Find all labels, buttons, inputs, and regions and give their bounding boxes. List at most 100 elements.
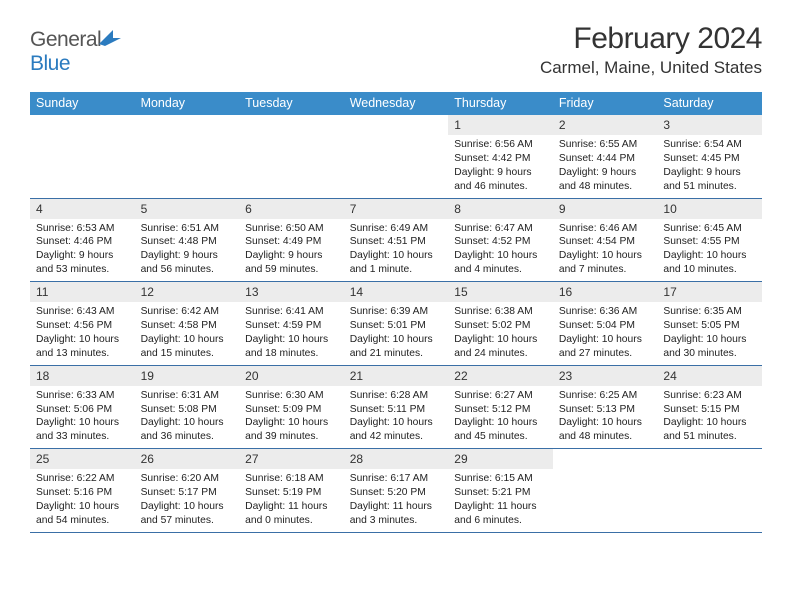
sunset-text: Sunset: 5:06 PM bbox=[36, 403, 129, 417]
sunrise-text: Sunrise: 6:42 AM bbox=[141, 305, 234, 319]
sunrise-text: Sunrise: 6:45 AM bbox=[663, 222, 756, 236]
sunset-text: Sunset: 4:54 PM bbox=[559, 235, 652, 249]
sunset-text: Sunset: 5:21 PM bbox=[454, 486, 547, 500]
day-cell: 25Sunrise: 6:22 AMSunset: 5:16 PMDayligh… bbox=[30, 449, 135, 532]
sunset-text: Sunset: 5:05 PM bbox=[663, 319, 756, 333]
daylight-text: Daylight: 10 hours and 7 minutes. bbox=[559, 249, 652, 277]
sunset-text: Sunset: 4:56 PM bbox=[36, 319, 129, 333]
day-header: Thursday bbox=[448, 92, 553, 115]
daylight-text: Daylight: 10 hours and 15 minutes. bbox=[141, 333, 234, 361]
day-details: Sunrise: 6:28 AMSunset: 5:11 PMDaylight:… bbox=[344, 386, 449, 449]
sunset-text: Sunset: 5:15 PM bbox=[663, 403, 756, 417]
title-block: February 2024 Carmel, Maine, United Stat… bbox=[540, 22, 762, 78]
day-cell: 12Sunrise: 6:42 AMSunset: 4:58 PMDayligh… bbox=[135, 282, 240, 365]
day-cell: 9Sunrise: 6:46 AMSunset: 4:54 PMDaylight… bbox=[553, 199, 658, 282]
date-number: 17 bbox=[657, 282, 762, 302]
date-number bbox=[30, 115, 135, 121]
day-details: Sunrise: 6:20 AMSunset: 5:17 PMDaylight:… bbox=[135, 469, 240, 532]
date-number: 26 bbox=[135, 449, 240, 469]
day-cell bbox=[553, 449, 658, 532]
day-details: Sunrise: 6:42 AMSunset: 4:58 PMDaylight:… bbox=[135, 302, 240, 365]
daylight-text: Daylight: 10 hours and 57 minutes. bbox=[141, 500, 234, 528]
daylight-text: Daylight: 9 hours and 56 minutes. bbox=[141, 249, 234, 277]
day-cell bbox=[30, 115, 135, 198]
date-number: 23 bbox=[553, 366, 658, 386]
weeks-container: 1Sunrise: 6:56 AMSunset: 4:42 PMDaylight… bbox=[30, 115, 762, 533]
week-row: 4Sunrise: 6:53 AMSunset: 4:46 PMDaylight… bbox=[30, 199, 762, 283]
sunset-text: Sunset: 4:46 PM bbox=[36, 235, 129, 249]
daylight-text: Daylight: 10 hours and 36 minutes. bbox=[141, 416, 234, 444]
week-row: 11 Sunrise: 6:43 AMSunset: 4:56 PM Dayligh… bbox=[30, 282, 762, 366]
sunset-text: Sunset: 4:44 PM bbox=[559, 152, 652, 166]
day-details: Sunrise: 6:25 AMSunset: 5:13 PMDaylight:… bbox=[553, 386, 658, 449]
day-cell bbox=[239, 115, 344, 198]
day-details: Sunrise: 6:49 AMSunset: 4:51 PMDaylight:… bbox=[344, 219, 449, 282]
sunset-text: Sunset: 5:11 PM bbox=[350, 403, 443, 417]
day-cell bbox=[657, 449, 762, 532]
sunrise-text: Sunrise: 6:22 AM bbox=[36, 472, 129, 486]
date-number: 19 bbox=[135, 366, 240, 386]
calendar-page: General Blue February 2024 Carmel, Maine… bbox=[0, 0, 792, 543]
daylight-text: Daylight: 9 hours and 51 minutes. bbox=[663, 166, 756, 194]
sunset-text: Sunset: 5:09 PM bbox=[245, 403, 338, 417]
daylight-text: Daylight: 9 hours and 46 minutes. bbox=[454, 166, 547, 194]
sunset-text: Sunset: 5:12 PM bbox=[454, 403, 547, 417]
date-number: 28 bbox=[344, 449, 449, 469]
day-cell: 22Sunrise: 6:27 AMSunset: 5:12 PMDayligh… bbox=[448, 366, 553, 449]
date-number: 16 bbox=[553, 282, 658, 302]
sunrise-text: Sunrise: 6:31 AM bbox=[141, 389, 234, 403]
daylight-text: Daylight: 11 hours and 0 minutes. bbox=[245, 500, 338, 528]
sunset-text: Sunset: 5:20 PM bbox=[350, 486, 443, 500]
sunrise-text: Sunrise: 6:36 AM bbox=[559, 305, 652, 319]
daylight-text: Daylight: 10 hours and 24 minutes. bbox=[454, 333, 547, 361]
day-details: Sunrise: 6:47 AMSunset: 4:52 PMDaylight:… bbox=[448, 219, 553, 282]
daylight-text: Daylight: 10 hours and 48 minutes. bbox=[559, 416, 652, 444]
daylight-text: Daylight: 9 hours and 59 minutes. bbox=[245, 249, 338, 277]
date-number bbox=[657, 449, 762, 455]
day-cell: 20Sunrise: 6:30 AMSunset: 5:09 PMDayligh… bbox=[239, 366, 344, 449]
day-details: Sunrise: 6:55 AMSunset: 4:44 PMDaylight:… bbox=[553, 135, 658, 198]
month-title: February 2024 bbox=[540, 22, 762, 56]
date-number: 5 bbox=[135, 199, 240, 219]
sunrise-text: Sunrise: 6:43 AM bbox=[36, 305, 129, 319]
sunrise-text: Sunrise: 6:33 AM bbox=[36, 389, 129, 403]
day-header: Tuesday bbox=[239, 92, 344, 115]
day-cell: 4Sunrise: 6:53 AMSunset: 4:46 PMDaylight… bbox=[30, 199, 135, 282]
sunset-text: Sunset: 4:45 PM bbox=[663, 152, 756, 166]
date-number: 25 bbox=[30, 449, 135, 469]
daylight-text: Daylight: 10 hours and 27 minutes. bbox=[559, 333, 652, 361]
day-cell bbox=[135, 115, 240, 198]
brand-logo: General Blue bbox=[30, 22, 121, 76]
sunset-text: Sunset: 4:58 PM bbox=[141, 319, 234, 333]
sunrise-text: Sunrise: 6:27 AM bbox=[454, 389, 547, 403]
sunrise-text: Sunrise: 6:51 AM bbox=[141, 222, 234, 236]
date-number: 11 bbox=[30, 282, 135, 302]
day-cell: 2Sunrise: 6:55 AMSunset: 4:44 PMDaylight… bbox=[553, 115, 658, 198]
daylight-text: Daylight: 10 hours and 18 minutes. bbox=[245, 333, 338, 361]
brand-name: General Blue bbox=[30, 28, 121, 76]
day-details: Sunrise: 6:50 AMSunset: 4:49 PMDaylight:… bbox=[239, 219, 344, 282]
day-details: Sunrise: 6:39 AMSunset: 5:01 PMDaylight:… bbox=[344, 302, 449, 365]
day-details: Sunrise: 6:15 AMSunset: 5:21 PMDaylight:… bbox=[448, 469, 553, 532]
brand-name-a: General bbox=[30, 28, 101, 51]
date-number: 6 bbox=[239, 199, 344, 219]
day-cell: 5Sunrise: 6:51 AMSunset: 4:48 PMDaylight… bbox=[135, 199, 240, 282]
day-details: Sunrise: 6:23 AMSunset: 5:15 PMDaylight:… bbox=[657, 386, 762, 449]
day-header: Wednesday bbox=[344, 92, 449, 115]
daylight-text: Daylight: 10 hours and 39 minutes. bbox=[245, 416, 338, 444]
day-cell: 14Sunrise: 6:39 AMSunset: 5:01 PMDayligh… bbox=[344, 282, 449, 365]
day-header: Friday bbox=[553, 92, 658, 115]
daylight-text: Daylight: 10 hours and 21 minutes. bbox=[350, 333, 443, 361]
daylight-text: Daylight: 9 hours and 48 minutes. bbox=[559, 166, 652, 194]
sunset-text: Sunset: 5:13 PM bbox=[559, 403, 652, 417]
week-row: 1Sunrise: 6:56 AMSunset: 4:42 PMDaylight… bbox=[30, 115, 762, 199]
day-cell: 17Sunrise: 6:35 AMSunset: 5:05 PMDayligh… bbox=[657, 282, 762, 365]
sunrise-text: Sunrise: 6:15 AM bbox=[454, 472, 547, 486]
sunrise-text: Sunrise: 6:41 AM bbox=[245, 305, 338, 319]
sunrise-text: Sunrise: 6:50 AM bbox=[245, 222, 338, 236]
day-details: Sunrise: 6:56 AMSunset: 4:42 PMDaylight:… bbox=[448, 135, 553, 198]
sunrise-text: Sunrise: 6:35 AM bbox=[663, 305, 756, 319]
sunrise-text: Sunrise: 6:47 AM bbox=[454, 222, 547, 236]
daylight-text: Daylight: 10 hours and 42 minutes. bbox=[350, 416, 443, 444]
sunset-text: Sunset: 4:51 PM bbox=[350, 235, 443, 249]
